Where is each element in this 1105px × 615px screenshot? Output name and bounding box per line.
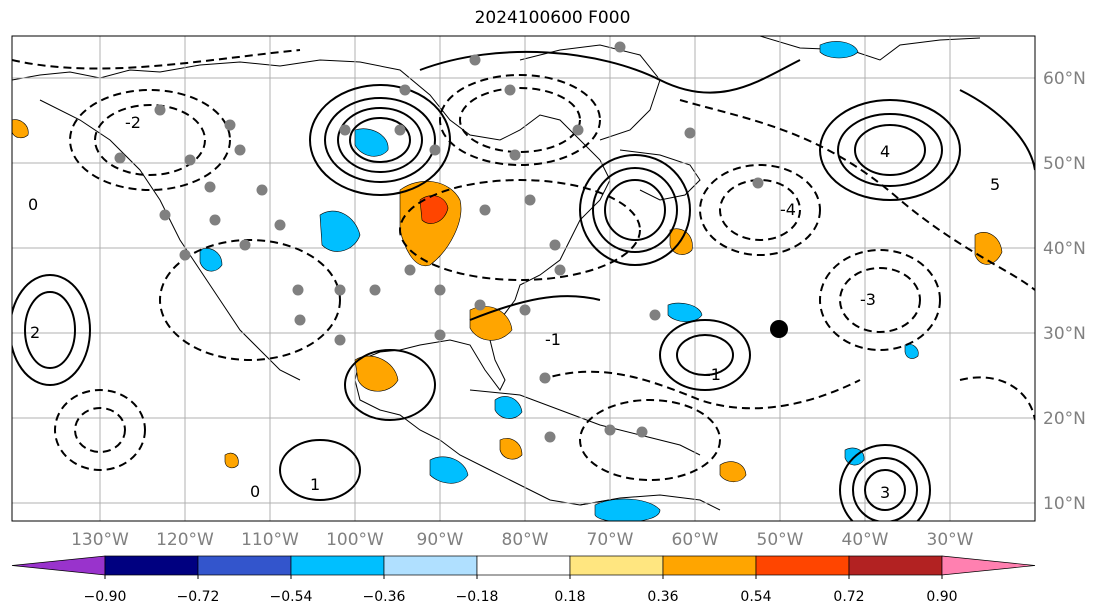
colorbar-swatch bbox=[476, 555, 571, 576]
observation-points bbox=[114, 41, 764, 443]
colorbar-swatch bbox=[383, 555, 478, 576]
colorbar-tick-label: −0.72 bbox=[177, 589, 220, 605]
colorbar-tick-label: −0.90 bbox=[84, 589, 127, 605]
latitude-label: 50°N bbox=[1043, 154, 1086, 174]
colorbar-swatch bbox=[941, 555, 1036, 576]
contour-label: 0 bbox=[250, 482, 260, 501]
contour-label: -4 bbox=[780, 200, 796, 219]
contour-label: 5 bbox=[990, 175, 1000, 194]
latitude-label: 60°N bbox=[1043, 69, 1086, 89]
map-title: 2024100600 F000 bbox=[474, 8, 631, 28]
colorbar-tick-label: −0.18 bbox=[456, 589, 499, 605]
longitude-label: 70°W bbox=[587, 530, 634, 550]
colorbar-tick-label: −0.54 bbox=[270, 589, 313, 605]
longitude-label: 110°W bbox=[241, 530, 299, 550]
colorbar-swatch bbox=[104, 555, 199, 576]
storm-center-marker bbox=[770, 320, 788, 338]
colorbar-tick-label: 0.36 bbox=[647, 589, 678, 605]
longitude-label: 60°W bbox=[672, 530, 719, 550]
longitude-label: 100°W bbox=[326, 530, 384, 550]
contour-label: 4 bbox=[880, 142, 890, 161]
colorbar-swatch bbox=[662, 555, 757, 576]
contour-label: -2 bbox=[125, 113, 141, 132]
contour-label: 0 bbox=[28, 195, 38, 214]
longitude-labels: 130°W 120°W 110°W 100°W 90°W 80°W 70°W 6… bbox=[71, 530, 974, 550]
contour-labels: 1 2 3 4 5 0 -1 -2 -3 -4 -1 0 bbox=[28, 113, 1000, 502]
longitude-label: 80°W bbox=[502, 530, 549, 550]
dashed-contours bbox=[12, 49, 1035, 481]
contour-label: -1 bbox=[545, 330, 561, 349]
longitude-label: 120°W bbox=[156, 530, 214, 550]
latitude-label: 40°N bbox=[1043, 239, 1086, 259]
contour-label: 3 bbox=[880, 483, 890, 502]
latitude-label: 20°N bbox=[1043, 409, 1086, 429]
graticule bbox=[12, 36, 1035, 521]
latitude-label: 10°N bbox=[1043, 494, 1086, 514]
colorbar-tick-label: 0.18 bbox=[554, 589, 585, 605]
colorbar-swatch bbox=[848, 555, 943, 576]
contour-label: 1 bbox=[310, 475, 320, 494]
colorbar-swatch bbox=[290, 555, 385, 576]
latitude-labels: 60°N 50°N 40°N 30°N 20°N 10°N bbox=[1043, 69, 1086, 514]
colorbar-tick-label: −0.36 bbox=[363, 589, 406, 605]
colorbar-tick-label: 0.90 bbox=[926, 589, 957, 605]
colorbar-swatch bbox=[755, 555, 850, 576]
solid-contours bbox=[12, 50, 1035, 521]
contour-label: -3 bbox=[860, 290, 876, 309]
contour-label: -1 bbox=[705, 365, 721, 384]
map-frame bbox=[11, 35, 1036, 522]
shaded-anomalies bbox=[12, 41, 1003, 521]
longitude-label: 90°W bbox=[417, 530, 464, 550]
colorbar-swatch bbox=[569, 555, 664, 576]
latitude-label: 30°N bbox=[1043, 324, 1086, 344]
longitude-label: 130°W bbox=[71, 530, 129, 550]
colorbar-boxes bbox=[11, 555, 1036, 576]
contour-label: 2 bbox=[30, 323, 40, 342]
longitude-label: 50°W bbox=[757, 530, 804, 550]
colorbar-tick-label: 0.54 bbox=[740, 589, 771, 605]
colorbar-tick-label: 0.72 bbox=[833, 589, 864, 605]
map-area: 1 2 3 4 5 0 -1 -2 -3 -4 -1 0 bbox=[12, 36, 1035, 521]
colorbar-swatch bbox=[11, 555, 106, 576]
colorbar-ticks: −0.90 −0.72 −0.54 −0.36 −0.18 0.18 0.36 0.54 0.7… bbox=[84, 575, 958, 605]
colorbar-swatch bbox=[197, 555, 292, 576]
longitude-label: 40°W bbox=[842, 530, 889, 550]
colorbar: −0.90 −0.72 −0.54 −0.36 −0.18 0.18 0.36 0.54 0.7… bbox=[11, 555, 1036, 605]
longitude-label: 30°W bbox=[927, 530, 974, 550]
